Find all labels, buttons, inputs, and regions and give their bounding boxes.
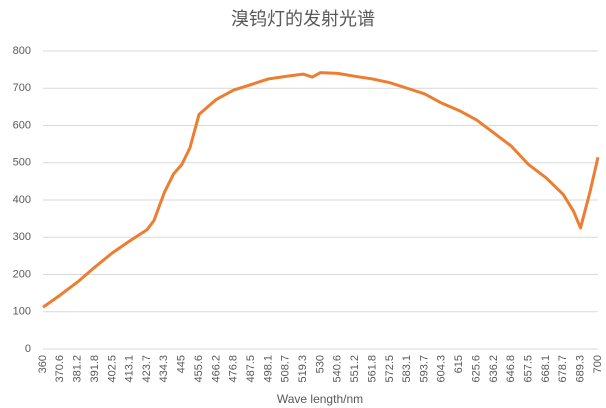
y-tick-label: 200	[13, 268, 31, 280]
chart-title: 溴钨灯的发射光谱	[231, 9, 375, 29]
x-tick-label: 413.1	[124, 355, 136, 383]
x-tick-label: 668.1	[540, 355, 552, 383]
x-tick-label: 540.6	[332, 355, 344, 383]
y-tick-label: 300	[13, 231, 31, 243]
x-tick-label: 646.8	[505, 355, 517, 383]
y-tick-label: 100	[13, 306, 31, 318]
x-tick-label: 625.6	[470, 355, 482, 383]
data-line	[42, 71, 600, 309]
x-tick-label: 657.5	[523, 355, 535, 383]
x-tick-label: 530	[314, 355, 326, 373]
y-tick-label: 800	[13, 45, 31, 57]
x-tick-label: 434.3	[158, 355, 170, 383]
x-tick-label: 678.7	[557, 355, 569, 383]
x-tick-label: 381.2	[72, 355, 84, 383]
x-axis-label: Wave length/nm	[277, 392, 363, 406]
x-tick-label: 519.3	[297, 355, 309, 383]
x-tick-label: 498.1	[262, 355, 274, 383]
x-tick-label: 636.2	[488, 355, 500, 383]
x-tick-label: 593.7	[418, 355, 430, 383]
x-tick-label: 402.5	[106, 355, 118, 383]
x-tick-label: 370.6	[54, 355, 66, 383]
x-tick-label: 487.5	[245, 355, 257, 383]
x-tick-label: 615	[453, 355, 465, 373]
x-tick-label: 360	[37, 355, 49, 373]
y-tick-label: 400	[13, 194, 31, 206]
y-tick-label: 700	[13, 82, 31, 94]
x-tick-label: 561.8	[366, 355, 378, 383]
y-tick-label: 0	[25, 343, 31, 355]
x-tick-label: 466.2	[210, 355, 222, 383]
x-tick-label: 700	[592, 355, 604, 373]
x-tick-label: 583.1	[401, 355, 413, 383]
y-tick-label: 500	[13, 157, 31, 169]
x-tick-label: 508.7	[280, 355, 292, 383]
x-tick-label: 572.5	[384, 355, 396, 383]
x-tick-label: 476.8	[228, 355, 240, 383]
x-tick-label: 423.7	[141, 355, 153, 383]
x-tick-label: 551.2	[349, 355, 361, 383]
x-tick-label: 455.6	[193, 355, 205, 383]
x-tick-label: 689.3	[574, 355, 586, 383]
y-tick-label: 600	[13, 119, 31, 131]
x-tick-label: 604.3	[436, 355, 448, 383]
x-tick-label: 391.8	[89, 355, 101, 383]
x-tick-label: 445	[176, 355, 188, 373]
